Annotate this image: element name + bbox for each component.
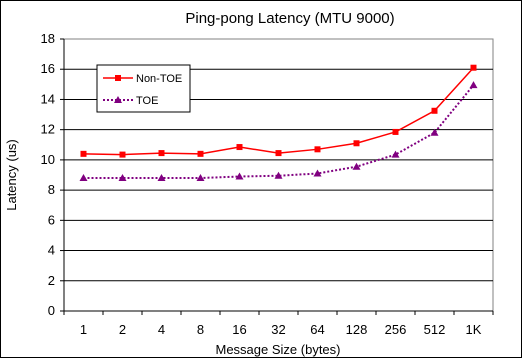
data-point-toe <box>79 174 88 182</box>
data-point-toe <box>313 169 322 177</box>
x-tick-label: 32 <box>271 322 285 337</box>
legend-label-non-toe: Non-TOE <box>136 73 182 85</box>
data-point-non-toe <box>119 151 126 158</box>
y-tick-label: 4 <box>48 243 55 258</box>
y-tick-label: 14 <box>41 91 55 106</box>
data-point-non-toe <box>431 107 438 114</box>
legend-box <box>96 64 191 113</box>
data-point-toe <box>274 171 283 179</box>
series-line-toe <box>83 84 475 180</box>
x-axis-label: Message Size (bytes) <box>216 342 341 357</box>
x-tick-label: 1 <box>80 322 87 337</box>
data-point-toe <box>118 174 127 182</box>
x-tick-label: 128 <box>346 322 368 337</box>
data-point-toe <box>430 128 439 136</box>
y-axis-label: Latency (us) <box>4 139 19 211</box>
y-tick-label: 6 <box>48 212 55 227</box>
y-tick-label: 18 <box>41 31 55 46</box>
legend-marker-non-toe <box>115 75 121 81</box>
legend-label-toe: TOE <box>136 95 158 107</box>
data-point-toe <box>235 172 244 180</box>
data-point-non-toe <box>158 150 165 157</box>
data-point-non-toe <box>392 128 399 135</box>
data-point-toe <box>352 162 361 170</box>
y-tick-label: 8 <box>48 182 55 197</box>
chart-title: Ping-pong Latency (MTU 9000) <box>185 10 394 27</box>
y-tick-label: 10 <box>41 152 55 167</box>
data-point-non-toe <box>197 150 204 157</box>
data-point-non-toe <box>80 150 87 157</box>
data-point-toe <box>391 150 400 158</box>
y-tick-label: 0 <box>48 303 55 318</box>
data-point-toe <box>196 174 205 182</box>
x-tick-label: 512 <box>424 322 446 337</box>
data-point-non-toe <box>236 144 243 151</box>
x-tick-label: 1K <box>466 322 482 337</box>
y-axis-ticks: 0 2 4 6 8 10 12 14 16 18 <box>41 31 493 318</box>
x-axis-ticks: 1 2 4 8 16 32 64 128 256 512 1K <box>63 311 494 337</box>
x-tick-label: 2 <box>119 322 126 337</box>
x-tick-label: 4 <box>158 322 165 337</box>
y-tick-label: 16 <box>41 61 55 76</box>
data-point-non-toe <box>353 140 360 147</box>
x-tick-label: 16 <box>232 322 246 337</box>
data-point-toe <box>157 174 166 182</box>
x-tick-label: 8 <box>197 322 204 337</box>
series-layer <box>79 64 478 182</box>
data-point-toe <box>469 81 478 89</box>
gridlines <box>64 68 493 282</box>
x-tick-label: 256 <box>385 322 407 337</box>
legend: Non-TOE TOE <box>96 64 191 113</box>
y-tick-label: 2 <box>48 273 55 288</box>
legend-marker-toe <box>114 96 122 103</box>
x-tick-label: 64 <box>310 322 324 337</box>
data-point-non-toe <box>275 150 282 157</box>
y-tick-label: 12 <box>41 122 55 137</box>
data-point-non-toe <box>470 64 477 71</box>
data-point-non-toe <box>314 146 321 153</box>
